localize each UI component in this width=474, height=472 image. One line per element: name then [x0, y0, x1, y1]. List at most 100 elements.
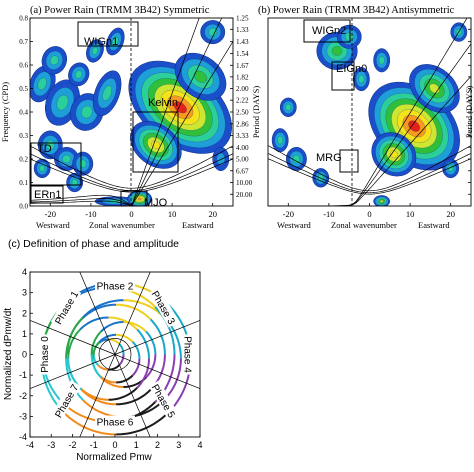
- x-tick-label: 0: [112, 440, 117, 450]
- power-contour: [91, 47, 98, 55]
- x-tick-label: -10: [323, 209, 334, 219]
- panel-a-symmetric-spectrum: (a) Power Rain (TRMM 3B42) Symmetric WIG…: [0, 5, 261, 230]
- panel-b-eastward-label: Eastward: [418, 220, 450, 230]
- y-tick-label: 0.1: [19, 179, 28, 187]
- phase-sector-line: [30, 354, 116, 390]
- panel-b-antisymmetric-spectrum: (b) Power Rain (TRMM 3B42) Antisymmetric…: [258, 5, 474, 230]
- dispersion-curve: [30, 198, 132, 206]
- x-tick-label: 10: [406, 209, 415, 219]
- x-tick-label: 20: [446, 209, 455, 219]
- period-tick-label: 2.50: [236, 109, 249, 117]
- power-contour: [71, 179, 78, 186]
- period-tick-label: 1.54: [236, 50, 249, 58]
- y-tick-label: 0.7: [19, 38, 28, 46]
- wign1-box: [77, 21, 139, 47]
- period-tick-label: 1.82: [236, 73, 249, 81]
- phase-label-background: [148, 287, 180, 328]
- phase-trajectory-segment: [116, 374, 134, 384]
- kelvin-box: [132, 111, 179, 173]
- power-contour: [378, 56, 385, 65]
- period-tick-label: 2.22: [236, 97, 249, 105]
- period-tick-label: 20.00: [236, 191, 253, 199]
- wign1-label: WIGn1: [84, 36, 118, 48]
- phase-trajectory-segment: [91, 341, 101, 359]
- power-contour: [331, 46, 343, 56]
- ern1-label: ERn1: [34, 189, 62, 201]
- power-contour: [216, 153, 225, 165]
- power-contour: [390, 150, 398, 159]
- y-tick-label: 3: [22, 288, 27, 298]
- panel-b-period-ticks: 1.251.331.431.541.671.822.002.222.502.86…: [468, 17, 471, 195]
- phase-trajectory-segment: [108, 316, 138, 331]
- x-tick-label: 3: [176, 440, 181, 450]
- phase-trajectory-segment: [90, 354, 102, 379]
- power-contour: [277, 136, 283, 145]
- power-contour: [56, 94, 69, 111]
- panel-a-title: (a) Power Rain (TRMM 3B42) Symmetric: [30, 5, 210, 16]
- power-contour: [408, 120, 420, 132]
- phase-label-background: [50, 287, 82, 328]
- y-tick-label: 0.5: [19, 85, 28, 93]
- phase-label: Phase 2: [97, 281, 134, 292]
- phase-label-background: [182, 334, 195, 375]
- y-tick-label: -1: [19, 370, 27, 380]
- phase-sector-line: [114, 272, 151, 355]
- y-tick-label: -2: [19, 391, 27, 401]
- x-tick-label: -2: [68, 440, 76, 450]
- period-tick-label: 1.25: [236, 15, 249, 23]
- x-tick-label: -20: [283, 209, 294, 219]
- y-tick-label: 0.4: [19, 109, 28, 117]
- panel-a-x-axis-label: Zonal wavenumber: [89, 220, 155, 230]
- period-tick-label: 1.43: [236, 38, 249, 46]
- y-tick-label: 0.2: [19, 156, 28, 164]
- phase-label: Phase 4: [181, 336, 192, 373]
- x-tick-label: -3: [47, 440, 55, 450]
- phase-trajectory-segment: [123, 299, 165, 319]
- eign0-box: [331, 61, 355, 91]
- power-contour: [75, 70, 83, 79]
- y-tick-label: 4: [22, 267, 27, 277]
- mrg-label: MRG: [316, 152, 342, 164]
- power-contour: [137, 197, 142, 201]
- panel-a-plot-area: [30, 18, 233, 206]
- power-contour: [79, 159, 87, 168]
- y-tick-label: 2: [22, 308, 27, 318]
- power-contour: [194, 70, 207, 83]
- period-tick-label: 6.67: [236, 167, 249, 175]
- period-tick-label: 2.00: [236, 85, 249, 93]
- x-tick-label: 0: [367, 209, 371, 219]
- phase-trajectory-segment: [145, 354, 157, 379]
- x-tick-label: 4: [197, 440, 202, 450]
- panel-a-x-ticks: -20 -10 0 10 20: [45, 203, 217, 219]
- x-tick-label: -1: [90, 440, 98, 450]
- dispersion-curve: [131, 18, 223, 206]
- y-tick-label: -3: [19, 411, 27, 421]
- period-tick-label: 1.67: [236, 62, 249, 70]
- phase-trajectory-segment: [62, 411, 117, 436]
- x-tick-label: -10: [85, 209, 96, 219]
- y-tick-label: 0.8: [19, 15, 28, 23]
- panel-c-phase-diagram: (c) Definition of phase and amplitude Ph…: [3, 238, 203, 463]
- power-contour: [81, 105, 93, 119]
- panel-c-y-axis-label: Normalized dPmw/dt: [3, 308, 14, 400]
- panel-b-x-ticks: -20 -10 0 10 20: [283, 203, 455, 219]
- eign0-label: EIGn0: [336, 63, 367, 75]
- power-contour: [102, 85, 112, 101]
- phase-trajectory-segment: [118, 343, 125, 355]
- power-contour: [62, 154, 71, 164]
- period-tick-label: 4.00: [236, 144, 249, 152]
- panel-c-y-ticks: -4 -3 -2 -1 0 1 2 3 4: [19, 267, 33, 442]
- mrg-box: [339, 149, 359, 173]
- panel-b-period-axis-label: Period (DAYS): [464, 86, 474, 139]
- phase-trajectory-segment: [131, 358, 141, 377]
- dispersion-curve: [131, 18, 200, 206]
- phase-trajectory-segment: [79, 386, 109, 401]
- panel-a-eastward-label: Eastward: [182, 220, 214, 230]
- phase-trajectory-segment: [79, 316, 109, 331]
- phase-label-background: [95, 415, 135, 428]
- dispersion-curve: [268, 158, 471, 195]
- power-contour: [345, 32, 354, 41]
- phase-sector-line: [30, 319, 116, 355]
